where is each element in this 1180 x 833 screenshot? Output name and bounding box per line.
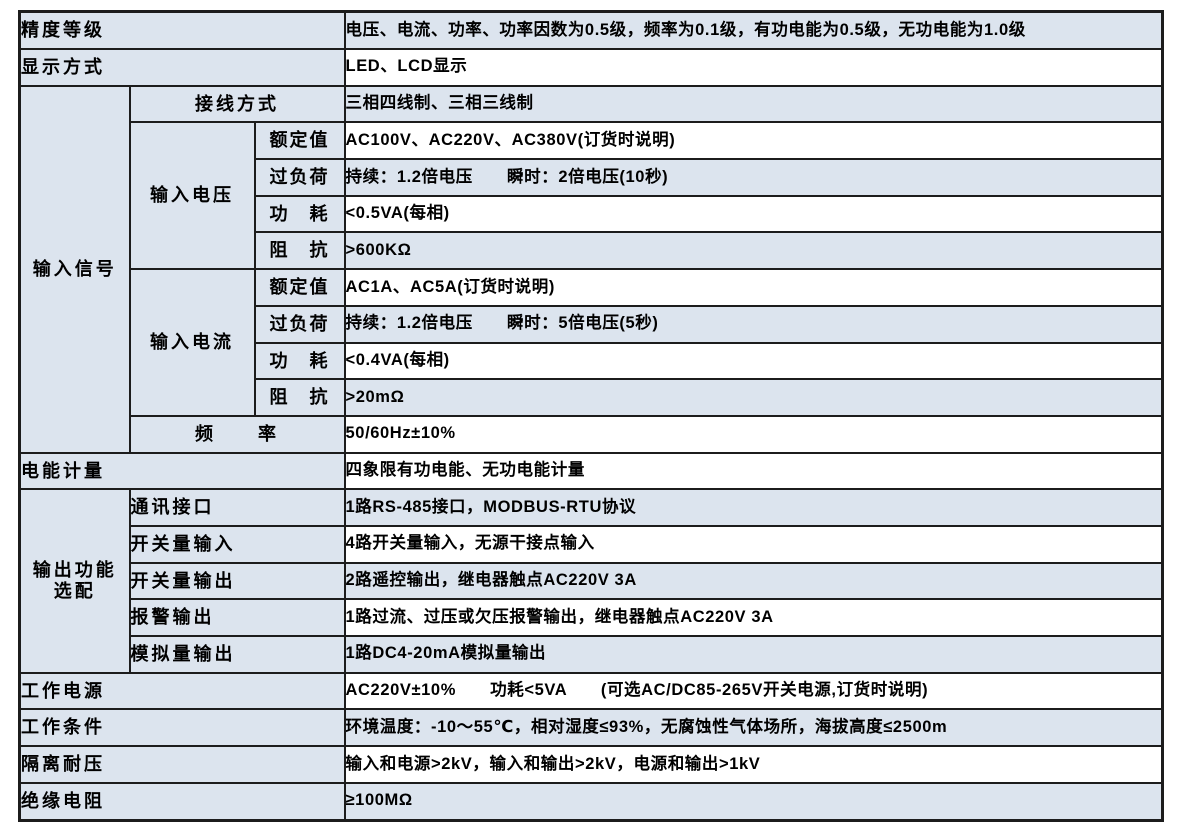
row-voltage-overload: 过负荷 持续：1.2倍电压 瞬时：2倍电压(10秒)	[20, 158, 1164, 197]
display-value: LED、LCD显示	[343, 48, 1164, 87]
accuracy-value: 电压、电流、功率、功率因数为0.5级，频率为0.1级，有功电能为0.5级，无功电…	[343, 10, 1164, 50]
comm-label: 通讯接口	[128, 488, 346, 527]
row-isolation-voltage: 隔离耐压 输入和电源>2kV，输入和输出>2kV，电源和输出>1kV	[18, 745, 1164, 784]
wiring-value: 三相四线制、三相三线制	[343, 84, 1164, 124]
analog-output-value: 1路DC4-20mA模拟量输出	[343, 635, 1164, 674]
digital-output-value: 2路遥控输出，继电器触点AC220V 3A	[343, 561, 1164, 601]
voltage-consumption-value: <0.5VA(每相)	[343, 194, 1164, 234]
comm-value: 1路RS-485接口，MODBUS-RTU协议	[343, 488, 1164, 527]
row-alarm-output: 报警输出 1路过流、过压或欠压报警输出，继电器触点AC220V 3A	[20, 598, 1164, 637]
wiring-label: 接线方式	[128, 84, 346, 124]
current-overload-value: 持续：1.2倍电压 瞬时：5倍电压(5秒)	[343, 304, 1164, 344]
working-power-label: 工作电源	[18, 671, 346, 711]
energy-metering-value: 四象限有功电能、无功电能计量	[343, 451, 1164, 491]
current-rated-value: AC1A、AC5A(订货时说明)	[343, 268, 1164, 307]
spec-table: 精度等级 电压、电流、功率、功率因数为0.5级，频率为0.1级，有功电能为0.5…	[18, 10, 1164, 822]
accuracy-label: 精度等级	[18, 10, 346, 50]
row-digital-input: 开关量输入 4路开关量输入，无源干接点输入	[20, 524, 1164, 564]
frequency-label: 频 率	[128, 414, 346, 454]
voltage-overload-value: 持续：1.2倍电压 瞬时：2倍电压(10秒)	[343, 158, 1164, 197]
current-impedance-value: >20mΩ	[343, 378, 1164, 417]
alarm-output-label: 报警输出	[128, 598, 346, 637]
row-working-conditions: 工作条件 环境温度：-10～55℃，相对湿度≤93%，无腐蚀性气体场所，海拔高度…	[18, 708, 1164, 748]
voltage-impedance-value: >600KΩ	[343, 231, 1164, 271]
working-conditions-label: 工作条件	[18, 708, 346, 748]
voltage-overload-label: 过负荷	[253, 158, 346, 197]
input-signal-label: 输入信号	[18, 84, 131, 454]
row-working-power: 工作电源 AC220V±10% 功耗<5VA (可选AC/DC85-265V开关…	[18, 671, 1164, 711]
voltage-rated-value: AC100V、AC220V、AC380V(订货时说明)	[343, 121, 1164, 161]
current-rated-label: 额定值	[253, 268, 346, 307]
row-digital-output: 开关量输出 2路遥控输出，继电器触点AC220V 3A	[20, 561, 1164, 601]
row-display: 显示方式 LED、LCD显示	[18, 48, 1164, 87]
frequency-value: 50/60Hz±10%	[343, 414, 1164, 454]
current-consumption-label: 功 耗	[253, 341, 346, 381]
output-options-label: 输出功能选配	[18, 488, 131, 674]
current-overload-label: 过负荷	[253, 304, 346, 344]
display-label: 显示方式	[18, 48, 346, 87]
voltage-consumption-label: 功 耗	[253, 194, 346, 234]
output-options-label-text: 输出功能选配	[32, 560, 117, 601]
digital-output-label: 开关量输出	[128, 561, 346, 601]
input-current-label: 输入电流	[128, 268, 256, 417]
current-impedance-label: 阻 抗	[253, 378, 346, 417]
row-current-overload: 过负荷 持续：1.2倍电压 瞬时：5倍电压(5秒)	[20, 304, 1164, 344]
isolation-voltage-label: 隔离耐压	[18, 745, 346, 784]
row-frequency: 频 率 50/60Hz±10%	[20, 414, 1164, 454]
row-wiring: 输入信号 接线方式 三相四线制、三相三线制	[18, 84, 1164, 454]
isolation-voltage-value: 输入和电源>2kV，输入和输出>2kV，电源和输出>1kV	[343, 745, 1164, 784]
row-analog-output: 模拟量输出 1路DC4-20mA模拟量输出	[20, 635, 1164, 674]
insulation-resistance-label: 绝缘电阻	[18, 781, 346, 822]
row-accuracy: 精度等级 电压、电流、功率、功率因数为0.5级，频率为0.1级，有功电能为0.5…	[18, 10, 1164, 50]
row-comm: 输出功能选配 通讯接口 1路RS-485接口，MODBUS-RTU协议	[18, 488, 1164, 674]
digital-input-value: 4路开关量输入，无源干接点输入	[343, 524, 1164, 564]
energy-metering-label: 电能计量	[18, 451, 346, 491]
row-current-rated: 输入电流 额定值 AC1A、AC5A(订货时说明)	[20, 268, 1164, 417]
voltage-rated-label: 额定值	[253, 121, 346, 161]
digital-input-label: 开关量输入	[128, 524, 346, 564]
voltage-impedance-label: 阻 抗	[253, 231, 346, 271]
input-voltage-label: 输入电压	[128, 121, 256, 271]
row-voltage-impedance: 阻 抗 >600KΩ	[20, 231, 1164, 271]
row-energy-metering: 电能计量 四象限有功电能、无功电能计量	[18, 451, 1164, 491]
insulation-resistance-value: ≥100MΩ	[343, 781, 1164, 822]
alarm-output-value: 1路过流、过压或欠压报警输出，继电器触点AC220V 3A	[343, 598, 1164, 637]
row-current-impedance: 阻 抗 >20mΩ	[20, 378, 1164, 417]
analog-output-label: 模拟量输出	[128, 635, 346, 674]
row-voltage-consumption: 功 耗 <0.5VA(每相)	[20, 194, 1164, 234]
row-insulation-resistance: 绝缘电阻 ≥100MΩ	[18, 781, 1164, 822]
working-conditions-value: 环境温度：-10～55℃，相对湿度≤93%，无腐蚀性气体场所，海拔高度≤2500…	[343, 708, 1164, 748]
current-consumption-value: <0.4VA(每相)	[343, 341, 1164, 381]
row-voltage-rated: 输入电压 额定值 AC100V、AC220V、AC380V(订货时说明)	[20, 121, 1164, 271]
row-current-consumption: 功 耗 <0.4VA(每相)	[20, 341, 1164, 381]
working-power-value: AC220V±10% 功耗<5VA (可选AC/DC85-265V开关电源,订货…	[343, 671, 1164, 711]
